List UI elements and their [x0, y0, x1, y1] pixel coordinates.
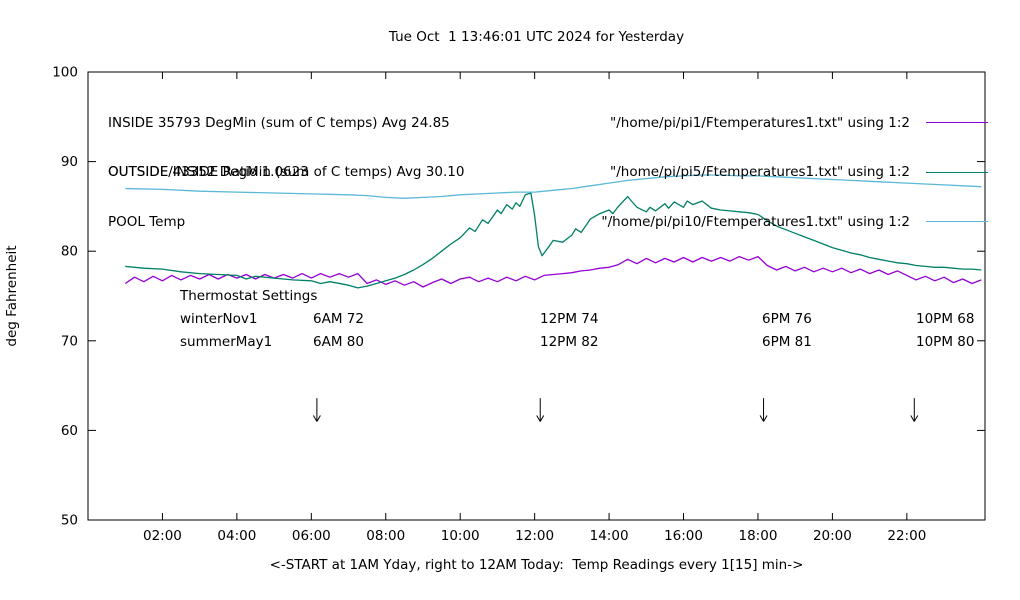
thermostat-winter-10pm: 10PM 68: [916, 311, 975, 327]
x-axis-label: <-START at 1AM Yday, right to 12AM Today…: [269, 557, 804, 573]
legend-file-pool: "/home/pi/pi10/Ftemperatures1.txt" using…: [601, 213, 910, 230]
x-tick-label: 10:00: [441, 528, 480, 544]
thermostat-summer-10pm: 10PM 80: [916, 334, 975, 350]
chart-title: Tue Oct 1 13:46:01 UTC 2024 for Yesterda…: [388, 29, 685, 45]
arrow-head: [759, 415, 764, 422]
y-tick-label: 70: [61, 333, 78, 349]
legend-row-outside: OUTSIDE 43352 DegMin (sum of C temps) Av…: [98, 164, 988, 182]
x-tick-label: 12:00: [515, 528, 554, 544]
arrow-head: [536, 415, 541, 422]
arrow-head: [539, 415, 545, 422]
y-axis-label: deg Fahrenheit: [4, 245, 20, 347]
series-line-outside: [125, 192, 982, 289]
legend-label-outside: OUTSIDE 43352 DegMin (sum of C temps) Av…: [108, 164, 465, 181]
outside-inside-ratio-text: OUTSIDE/INSIDE Ratio 1.0623: [108, 164, 309, 180]
thermostat-winter-6pm: 6PM 76: [762, 311, 812, 327]
series-line-inside: [124, 255, 982, 288]
x-tick-label: 20:00: [813, 528, 852, 544]
y-tick-label: 60: [61, 423, 78, 439]
arrow-head: [913, 415, 919, 422]
thermostat-summer-name: summerMay1: [180, 334, 273, 350]
y-tick-label: 50: [61, 513, 78, 529]
x-tick-label: 22:00: [887, 528, 926, 544]
y-tick-label: 80: [61, 244, 78, 260]
thermostat-winter-6am: 6AM 72: [313, 311, 364, 327]
arrow-head: [316, 415, 321, 422]
thermostat-summer-6pm: 6PM 81: [762, 334, 812, 350]
x-tick-label: 18:00: [739, 528, 778, 544]
x-tick-label: 14:00: [590, 528, 629, 544]
thermostat-summer-12pm: 12PM 82: [540, 334, 599, 350]
thermostat-summer-6am: 6AM 80: [313, 334, 364, 350]
x-tick-label: 16:00: [664, 528, 703, 544]
arrow-head: [910, 415, 915, 422]
series-line-pool: [125, 174, 982, 199]
arrow-head: [312, 415, 318, 422]
legend-line-sample-inside: [926, 122, 988, 124]
y-tick-label: 90: [61, 154, 78, 170]
legend-line-sample-pool: [926, 221, 988, 223]
legend-label-pool: POOL Temp: [108, 213, 186, 230]
plot-border: [87, 71, 986, 521]
x-tick-label: 02:00: [143, 528, 182, 544]
thermostat-settings-title: Thermostat Settings: [180, 288, 318, 304]
x-tick-label: 08:00: [366, 528, 405, 544]
legend-line-sample-outside: [926, 171, 988, 173]
legend-row-pool: POOL Temp "/home/pi/pi10/Ftemperatures1.…: [98, 213, 988, 231]
y-tick-label: 100: [52, 65, 78, 81]
x-tick-label: 06:00: [292, 528, 331, 544]
thermostat-winter-name: winterNov1: [180, 311, 258, 327]
legend: INSIDE 35793 DegMin (sum of C temps) Avg…: [98, 82, 988, 263]
legend-label-inside: INSIDE 35793 DegMin (sum of C temps) Avg…: [108, 114, 450, 131]
thermostat-winter-12pm: 12PM 74: [540, 311, 599, 327]
arrow-head: [763, 415, 768, 422]
x-tick-label: 04:00: [217, 528, 256, 544]
legend-row-inside: INSIDE 35793 DegMin (sum of C temps) Avg…: [98, 114, 988, 132]
legend-file-outside: "/home/pi/pi5/Ftemperatures1.txt" using …: [610, 164, 910, 181]
legend-file-inside: "/home/pi/pi1/Ftemperatures1.txt" using …: [610, 114, 910, 131]
